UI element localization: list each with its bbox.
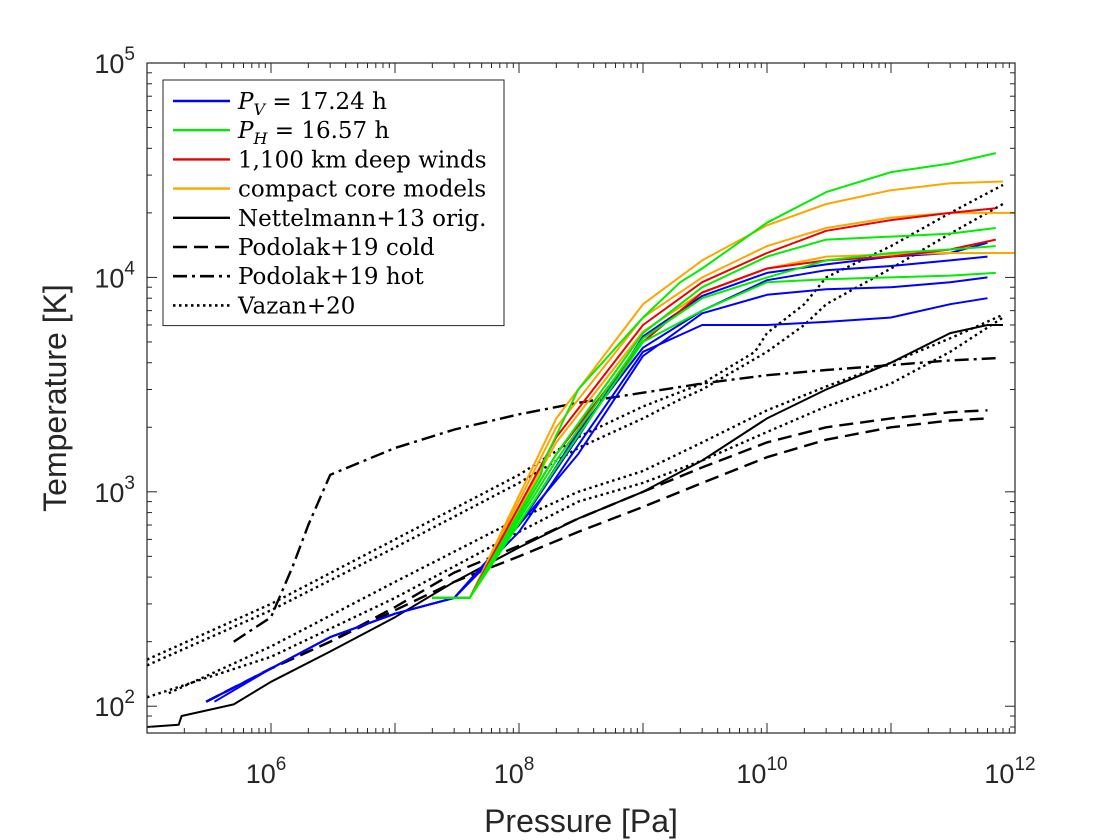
x-tick-base: 10 [246,759,276,789]
x-axis-label: Pressure [Pa] [484,803,678,839]
series-line-p-h-16-57-h-3 [432,271,996,599]
series-line-1-100-km-deep-winds-1 [432,207,996,599]
legend-label: Podolak+19 hot [238,264,424,290]
legend: PV = 17.24 hPH = 16.57 h1,100 km deep wi… [162,79,505,327]
legend-label: PV = 17.24 h [237,89,387,119]
x-tick-exponent: 8 [524,754,535,775]
series-line-p-h-16-57-h-1 [432,152,997,599]
legend-rest: = 16.57 h [267,118,389,144]
y-tick-label: 104 [94,258,135,293]
series-layer [147,152,1015,728]
legend-label: PH = 16.57 h [237,118,389,148]
y-tick-base: 10 [94,692,124,722]
series-line-p-h-16-57-h-2 [432,227,996,599]
series-line-podolak-19-cold-2 [205,409,988,703]
y-tick-label: 103 [94,473,135,508]
axes-box [146,62,1016,734]
legend-subscript: V [253,100,266,119]
x-tick-label: 1012 [984,754,1035,789]
y-tick-label: 102 [94,687,135,722]
series-line-podolak-19-hot-1 [233,357,996,643]
x-tick-exponent: 10 [766,754,787,775]
series-line-compact-core-models-2 [432,211,1015,599]
legend-rest: = 17.24 h [265,89,387,115]
legend-label: Nettelmann+13 orig. [238,206,486,232]
legend-label: compact core models [238,177,486,203]
legend-label: 1,100 km deep winds [238,147,487,173]
x-tick-label: 108 [494,754,535,789]
series-line-p-h-16-57-h-4 [432,245,996,599]
legend-symbol: P [237,89,254,115]
y-axis-label: Temperature [K] [37,284,73,512]
y-tick-base: 10 [94,49,124,79]
y-tick-exponent: 4 [124,258,135,279]
x-tick-label: 1010 [736,754,787,789]
legend-label: Podolak+19 cold [238,235,435,261]
y-tick-exponent: 5 [124,44,135,65]
series-line-compact-core-models-1 [432,180,1004,599]
series-line-vazan-20-1 [147,183,1004,661]
y-tick-label: 105 [94,44,135,79]
legend-symbol: P [237,118,254,144]
x-tick-base: 10 [984,759,1014,789]
y-tick-base: 10 [94,263,124,293]
y-tick-exponent: 2 [124,687,135,708]
legend-box [162,79,505,327]
y-tick-base: 10 [94,478,124,508]
x-tick-exponent: 12 [1014,754,1035,775]
x-tick-base: 10 [736,759,766,789]
y-tick-exponent: 3 [124,473,135,494]
series-line-vazan-20-2 [147,202,1004,667]
x-tick-exponent: 6 [276,754,287,775]
legend-subscript: H [252,129,268,148]
x-tick-base: 10 [494,759,524,789]
series-line-vazan-20-4 [168,313,1004,695]
legend-label: Vazan+20 [237,293,355,319]
x-tick-label: 106 [246,754,287,789]
